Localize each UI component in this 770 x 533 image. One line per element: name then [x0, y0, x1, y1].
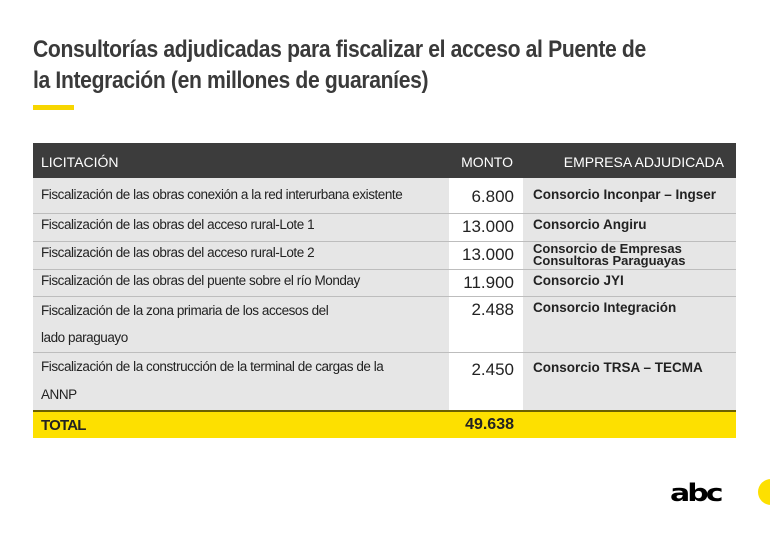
monto-cell: 13.000: [449, 242, 523, 269]
licitacion-cell: Fiscalización de la construcción de la t…: [33, 353, 449, 410]
table-row: Fiscalización de las obras del acceso ru…: [33, 214, 736, 242]
logo-text: abc: [670, 479, 723, 508]
monto-cell: 11.900: [449, 270, 523, 296]
table-row: Fiscalización de la construcción de la t…: [33, 353, 736, 410]
title-accent-bar: [33, 105, 74, 110]
column-header-licitacion: LICITACIÓN: [41, 153, 119, 170]
licitacion-cell: Fiscalización de las obras conexión a la…: [33, 178, 449, 213]
licitacion-cell: Fiscalización de las obras del acceso ru…: [33, 214, 449, 241]
licitacion-cell: Fiscalización de las obras del puente so…: [33, 270, 449, 296]
table-row: Fiscalización de las obras conexión a la…: [33, 178, 736, 214]
empresa-cell: Consorcio Angiru: [523, 214, 736, 241]
empresa-cell: Consorcio Integración: [523, 297, 736, 352]
total-value: 49.638: [465, 416, 514, 433]
table-row: Fiscalización de la zona primaria de los…: [33, 297, 736, 353]
column-header-monto: MONTO: [461, 153, 513, 170]
column-header-empresa: EMPRESA ADJUDICADA: [563, 153, 724, 170]
monto-cell: 6.800: [449, 178, 523, 213]
monto-cell: 2.450: [449, 353, 523, 410]
empresa-cell: Consorcio TRSA – TECMA: [523, 353, 736, 410]
empresa-cell: Consorcio Inconpar – Ingser: [523, 178, 736, 213]
abc-logo: abc: [670, 479, 770, 508]
page-title: Consultorías adjudicadas para fiscalizar…: [33, 36, 646, 94]
licitacion-cell: Fiscalización de la zona primaria de los…: [33, 297, 449, 352]
empresa-cell: Consorcio JYI: [523, 270, 736, 296]
logo-circle-icon: [758, 479, 770, 505]
contracts-table: LICITACIÓN MONTO EMPRESA ADJUDICADA Fisc…: [33, 143, 736, 438]
empresa-cell: Consorcio de Empresas Consultoras Paragu…: [523, 242, 736, 269]
table-row: Fiscalización de las obras del puente so…: [33, 270, 736, 297]
table-row: Fiscalización de las obras del acceso ru…: [33, 242, 736, 270]
monto-cell: 13.000: [449, 214, 523, 241]
total-row: TOTAL 49.638: [33, 410, 736, 438]
total-label: TOTAL: [41, 416, 86, 434]
licitacion-cell: Fiscalización de las obras del acceso ru…: [33, 242, 449, 269]
table-header: LICITACIÓN MONTO EMPRESA ADJUDICADA: [33, 143, 736, 178]
monto-cell: 2.488: [449, 297, 523, 352]
